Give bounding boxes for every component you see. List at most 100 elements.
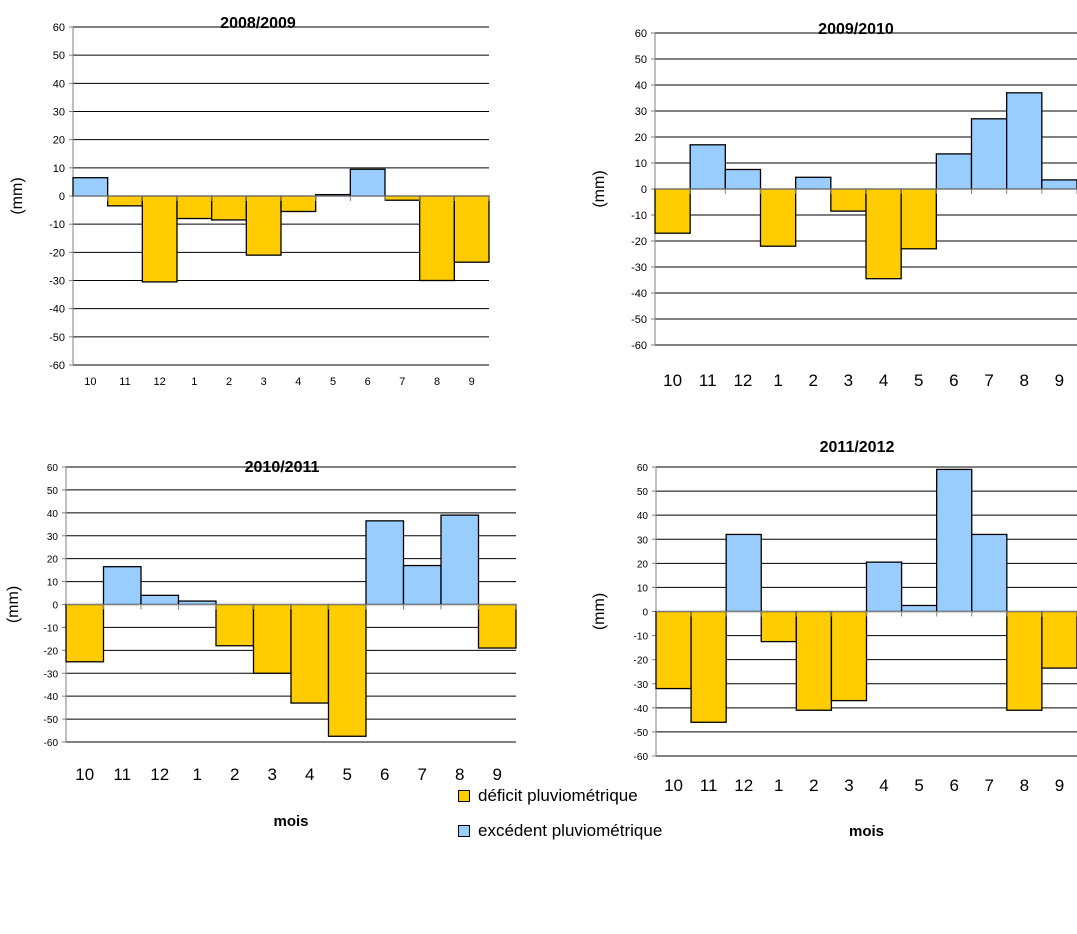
- category-label: 3: [261, 376, 267, 388]
- y-tick-label: 30: [635, 106, 647, 118]
- x-axis-label: mois: [849, 823, 884, 840]
- bar: [140, 594, 180, 606]
- bar: [402, 564, 442, 606]
- bar: [759, 188, 797, 247]
- bar: [349, 168, 386, 197]
- y-axis-label: (mm): [591, 170, 608, 207]
- y-tick-label: -10: [631, 210, 647, 222]
- category-label: 2: [230, 765, 239, 784]
- category-label: 9: [493, 765, 502, 784]
- y-tick-label: -20: [631, 236, 647, 248]
- y-tick-label: -40: [44, 692, 59, 703]
- bar: [477, 603, 517, 649]
- bar: [327, 603, 367, 737]
- y-axis-label: (mm): [9, 177, 26, 214]
- y-axis-label: (mm): [5, 586, 22, 623]
- bar: [830, 610, 868, 702]
- bar: [384, 195, 421, 201]
- y-tick-label: -20: [44, 646, 59, 657]
- bar: [689, 144, 726, 190]
- bar: [72, 177, 109, 197]
- category-label: 6: [380, 765, 389, 784]
- category-label: 7: [399, 376, 405, 388]
- category-label: 2: [809, 371, 818, 390]
- category-label: 4: [295, 376, 301, 388]
- category-label: 10: [663, 371, 682, 390]
- category-label: 11: [699, 371, 717, 390]
- category-label: 10: [84, 376, 96, 388]
- bar: [290, 603, 330, 704]
- y-tick-label: -10: [634, 632, 649, 643]
- bar: [177, 600, 217, 606]
- bar: [865, 561, 903, 613]
- category-label: 3: [844, 776, 853, 795]
- category-label: 8: [434, 376, 440, 388]
- bar: [365, 520, 405, 606]
- category-label: 9: [1055, 776, 1064, 795]
- y-tick-label: -20: [49, 247, 65, 259]
- y-tick-label: 10: [637, 583, 649, 594]
- bar: [440, 514, 480, 606]
- y-tick-label: 0: [641, 184, 647, 196]
- category-label: 3: [844, 371, 853, 390]
- chart-title: 2009/2010: [818, 21, 894, 38]
- bar: [724, 168, 762, 190]
- y-tick-label: 10: [47, 578, 59, 589]
- bar: [865, 188, 902, 280]
- category-label: 10: [75, 765, 94, 784]
- y-tick-label: 60: [637, 463, 649, 474]
- category-label: 5: [914, 371, 923, 390]
- bar: [141, 195, 178, 283]
- bar: [107, 195, 143, 207]
- category-label: 8: [1020, 776, 1029, 795]
- bar: [936, 468, 973, 613]
- bar: [1041, 610, 1077, 669]
- y-tick-label: -60: [49, 360, 65, 372]
- bar: [654, 188, 691, 234]
- y-tick-label: -40: [631, 288, 647, 300]
- y-tick-label: 10: [53, 163, 65, 175]
- bar: [970, 118, 1008, 190]
- y-tick-label: 50: [47, 486, 59, 497]
- bar: [830, 188, 867, 212]
- legend-excedent-label: excédent pluviométrique: [478, 821, 663, 840]
- bar: [1006, 92, 1043, 190]
- bar: [1041, 179, 1077, 190]
- bar: [900, 604, 938, 613]
- y-tick-label: 0: [642, 608, 648, 619]
- category-label: 7: [985, 776, 994, 795]
- category-label: 8: [1020, 371, 1029, 390]
- y-tick-label: -30: [44, 669, 59, 680]
- category-label: 7: [984, 371, 993, 390]
- category-label: 12: [734, 776, 753, 795]
- category-label: 2: [809, 776, 818, 795]
- y-tick-label: -50: [634, 728, 649, 739]
- y-tick-label: 50: [637, 487, 649, 498]
- y-tick-label: -10: [44, 623, 59, 634]
- category-label: 2: [226, 376, 232, 388]
- y-tick-label: -50: [44, 715, 59, 726]
- y-tick-label: 20: [637, 559, 649, 570]
- bar: [760, 610, 797, 643]
- y-tick-label: -30: [634, 680, 649, 691]
- bar: [725, 533, 762, 613]
- bar: [795, 176, 832, 190]
- bar: [971, 533, 1008, 613]
- bar: [176, 195, 213, 220]
- y-tick-label: -50: [631, 314, 647, 326]
- bar: [1006, 610, 1043, 711]
- y-tick-label: 40: [637, 511, 649, 522]
- y-tick-label: 0: [59, 191, 65, 203]
- bar: [795, 610, 833, 711]
- y-tick-label: -40: [634, 704, 649, 715]
- y-tick-label: 10: [635, 158, 647, 170]
- category-label: 7: [418, 765, 427, 784]
- category-label: 5: [343, 765, 352, 784]
- category-label: 11: [119, 376, 130, 388]
- bar: [419, 195, 455, 282]
- y-tick-label: 20: [47, 555, 59, 566]
- bar: [252, 603, 292, 674]
- category-label: 6: [949, 371, 958, 390]
- y-tick-label: 40: [47, 509, 59, 520]
- bar: [215, 603, 255, 647]
